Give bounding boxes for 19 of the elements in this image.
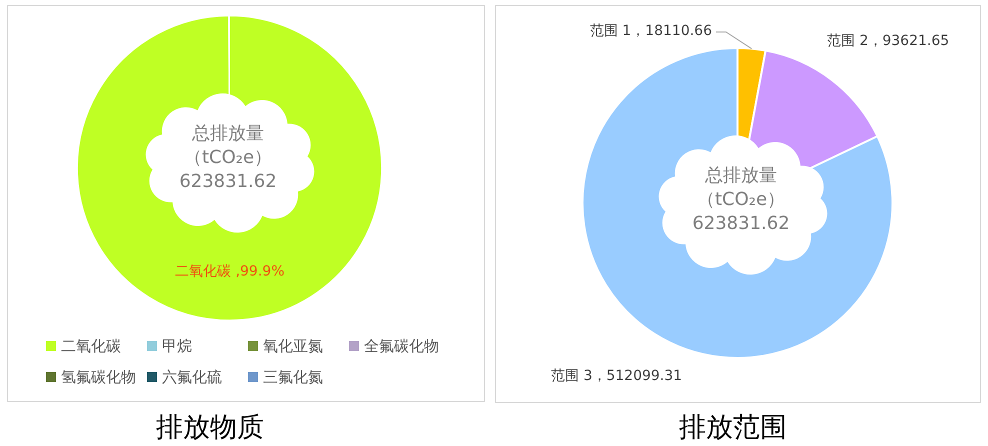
text: 排放物质	[156, 412, 264, 442]
legend-label: 氢氟碳化物	[61, 368, 136, 386]
data-label: 范围 3，512099.31	[551, 368, 682, 384]
data-label: 范围 1，18110.66	[590, 23, 712, 39]
legend-label: 六氟化硫	[162, 368, 222, 386]
text: 总排放量	[191, 122, 264, 144]
text: （tCO₂e）	[696, 188, 786, 210]
legend-label: 全氟碳化物	[364, 337, 439, 355]
text: 623831.62	[692, 212, 790, 234]
data-label: 二氧化碳 ,99.9%	[175, 263, 285, 280]
legend-label: 三氟化氮	[263, 368, 323, 386]
text: 623831.62	[179, 170, 277, 192]
legend-label: 二氧化碳	[61, 337, 121, 355]
text: （tCO₂e）	[184, 146, 272, 168]
legend-label: 甲烷	[162, 337, 192, 355]
data-label: 范围 2，93621.65	[827, 33, 950, 49]
legend-label: 氧化亚氮	[263, 337, 323, 355]
text: 总排放量	[704, 164, 777, 186]
text: 排放范围	[679, 412, 787, 442]
